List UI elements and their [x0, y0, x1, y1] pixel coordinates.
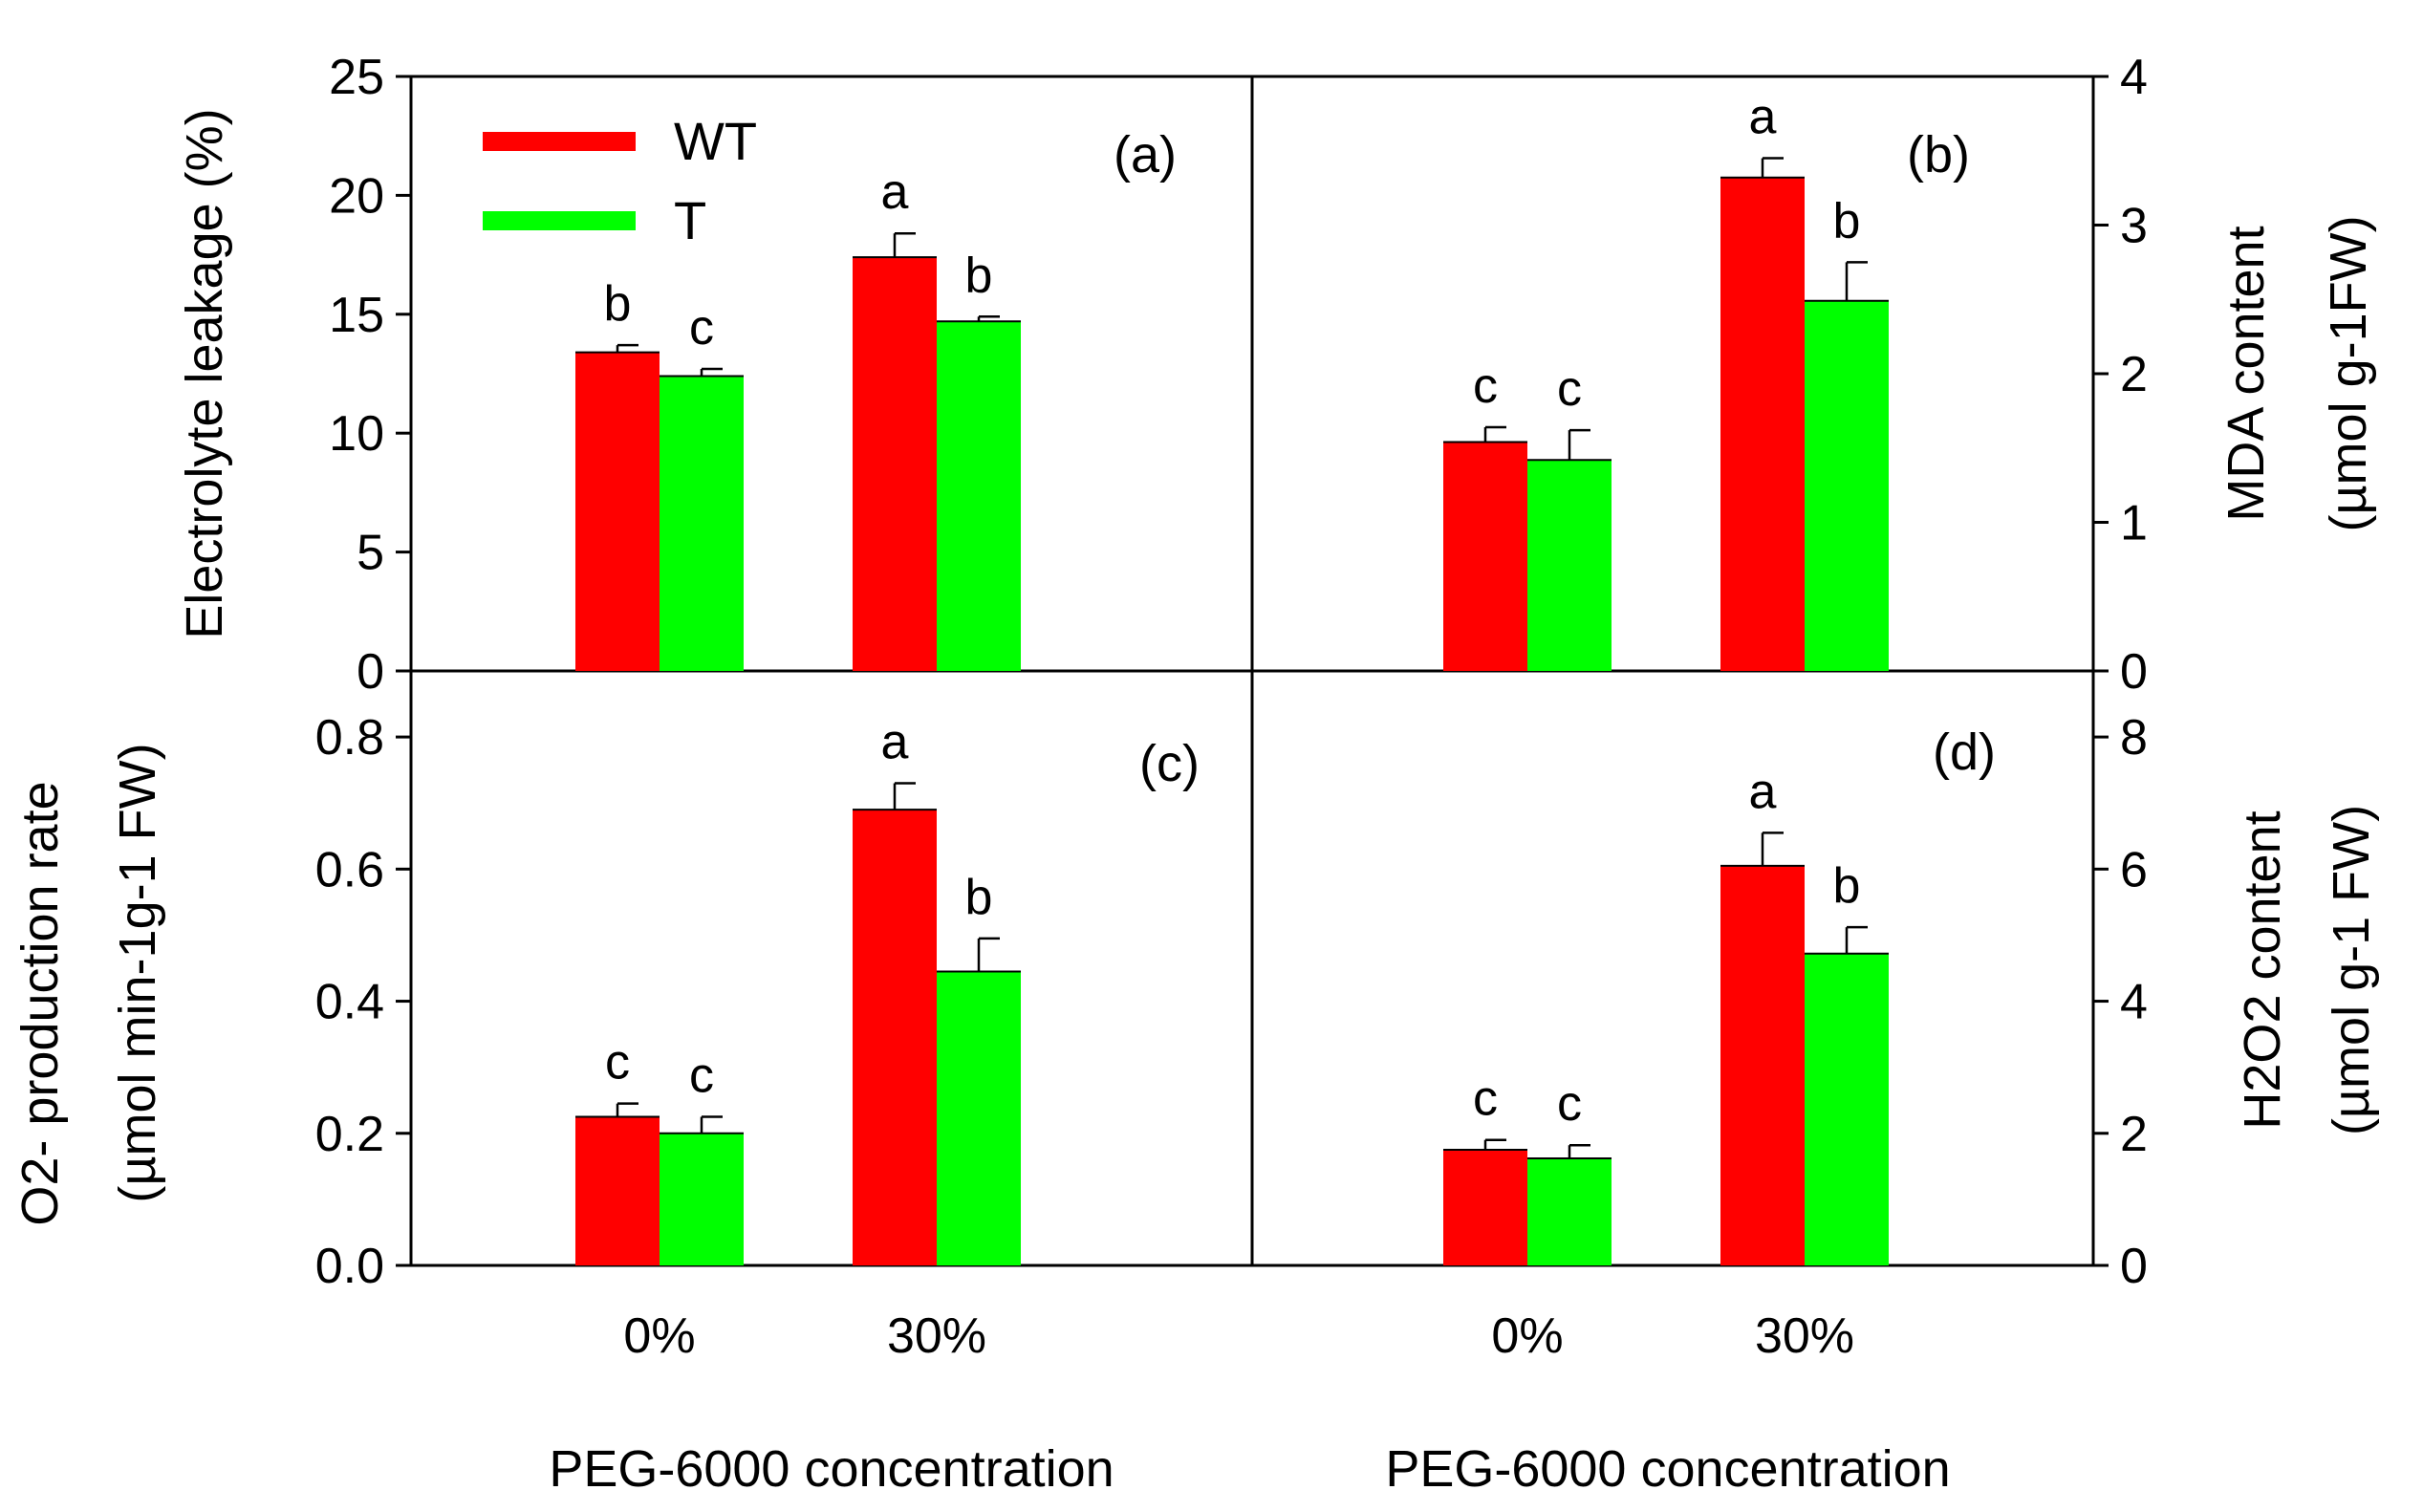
bars-layer: b a c b c a c b c a c b c a c b [575, 90, 1889, 1265]
panel-label-c: (c) [1139, 735, 1200, 792]
bar-t [1527, 460, 1612, 671]
y-tick-label: 1 [2120, 496, 2148, 551]
y-axis-unit-c: (µmol min-1g-1 FW) [109, 743, 166, 1202]
significance-letter: a [881, 164, 909, 220]
significance-letter: b [1833, 858, 1861, 914]
panel-label-d: (d) [1933, 724, 1996, 781]
y-axis-title-a: Electrolyte leakage (%) [176, 108, 233, 638]
bar-wt [853, 257, 937, 671]
significance-letter: a [1749, 90, 1777, 145]
significance-letter: c [689, 300, 714, 356]
y-tick-label: 6 [2120, 842, 2148, 897]
x-tick-label: 30% [1755, 1308, 1854, 1364]
significance-letter: c [1473, 1071, 1498, 1127]
significance-letter: b [1833, 193, 1861, 248]
y-tick-label: 0 [2120, 1239, 2148, 1294]
y-axis-title-d: H2O2 content [2234, 810, 2291, 1129]
bar-wt [575, 1116, 660, 1265]
bar-t [937, 321, 1021, 671]
legend-label-t: T [674, 190, 706, 250]
x-tick-label: 30% [887, 1308, 986, 1364]
legend-swatch-wt [483, 132, 636, 151]
y-tick-label: 0.0 [315, 1239, 384, 1294]
significance-letter: a [881, 714, 909, 769]
x-axis-title-right: PEG-6000 concentration [1385, 1440, 1950, 1498]
y-tick-label: 0.2 [315, 1107, 384, 1162]
axes-layer: 0 5 10 15 20 25 0 1 2 3 4 0.0 0.2 0.4 0.6 0.8 0% 30% 0 2 4 6 8… [315, 50, 2148, 1364]
significance-letter: b [604, 276, 632, 332]
panel-label-b: (b) [1907, 126, 1970, 184]
legend-label-wt: WT [674, 111, 757, 171]
bar-t [1527, 1158, 1612, 1265]
significance-letter: c [605, 1035, 630, 1091]
y-tick-label: 2 [2120, 347, 2148, 402]
y-tick-label: 15 [329, 288, 384, 343]
y-tick-label: 4 [2120, 975, 2148, 1030]
legend: WT T [483, 111, 757, 250]
significance-letter: c [1473, 358, 1498, 414]
bar-wt [853, 810, 937, 1265]
significance-letter: c [1557, 1076, 1582, 1132]
y-tick-label: 0.6 [315, 842, 384, 897]
legend-swatch-t [483, 211, 636, 230]
panel-label-a: (a) [1114, 126, 1177, 184]
significance-letter: c [689, 1048, 714, 1104]
bar-wt [1720, 865, 1805, 1265]
significance-letter: c [1557, 361, 1582, 417]
y-tick-label: 8 [2120, 710, 2148, 766]
y-tick-label: 20 [329, 168, 384, 224]
significance-letter: b [965, 248, 993, 303]
y-tick-label: 0 [357, 644, 384, 700]
y-tick-label: 0 [2120, 644, 2148, 700]
y-axis-unit-b: (µmol g-1FW) [2320, 215, 2377, 531]
y-tick-label: 10 [329, 406, 384, 462]
y-tick-label: 2 [2120, 1107, 2148, 1162]
y-tick-label: 25 [329, 50, 384, 105]
y-tick-label: 0.4 [315, 975, 384, 1030]
bar-t [660, 1133, 744, 1265]
bar-wt [1443, 442, 1527, 671]
y-axis-title-c: O2- production rate [11, 781, 69, 1225]
bar-t [1805, 300, 1889, 671]
y-tick-label: 4 [2120, 50, 2148, 105]
bar-wt [1720, 177, 1805, 672]
bar-t [1805, 953, 1889, 1265]
y-tick-label: 3 [2120, 199, 2148, 254]
bar-t [660, 376, 744, 671]
significance-letter: b [965, 870, 993, 925]
x-axis-title-left: PEG-6000 concentration [549, 1440, 1114, 1498]
y-tick-label: 0.8 [315, 710, 384, 766]
y-axis-unit-d: (µmol g-1 FW) [2323, 805, 2380, 1135]
x-tick-label: 0% [1491, 1308, 1563, 1364]
y-tick-label: 5 [357, 526, 384, 581]
significance-letter: a [1749, 764, 1777, 819]
bar-wt [1443, 1150, 1527, 1265]
bar-t [937, 971, 1021, 1265]
bar-wt [575, 352, 660, 671]
y-axis-title-b: MDA content [2217, 226, 2275, 521]
x-tick-label: 0% [623, 1308, 695, 1364]
